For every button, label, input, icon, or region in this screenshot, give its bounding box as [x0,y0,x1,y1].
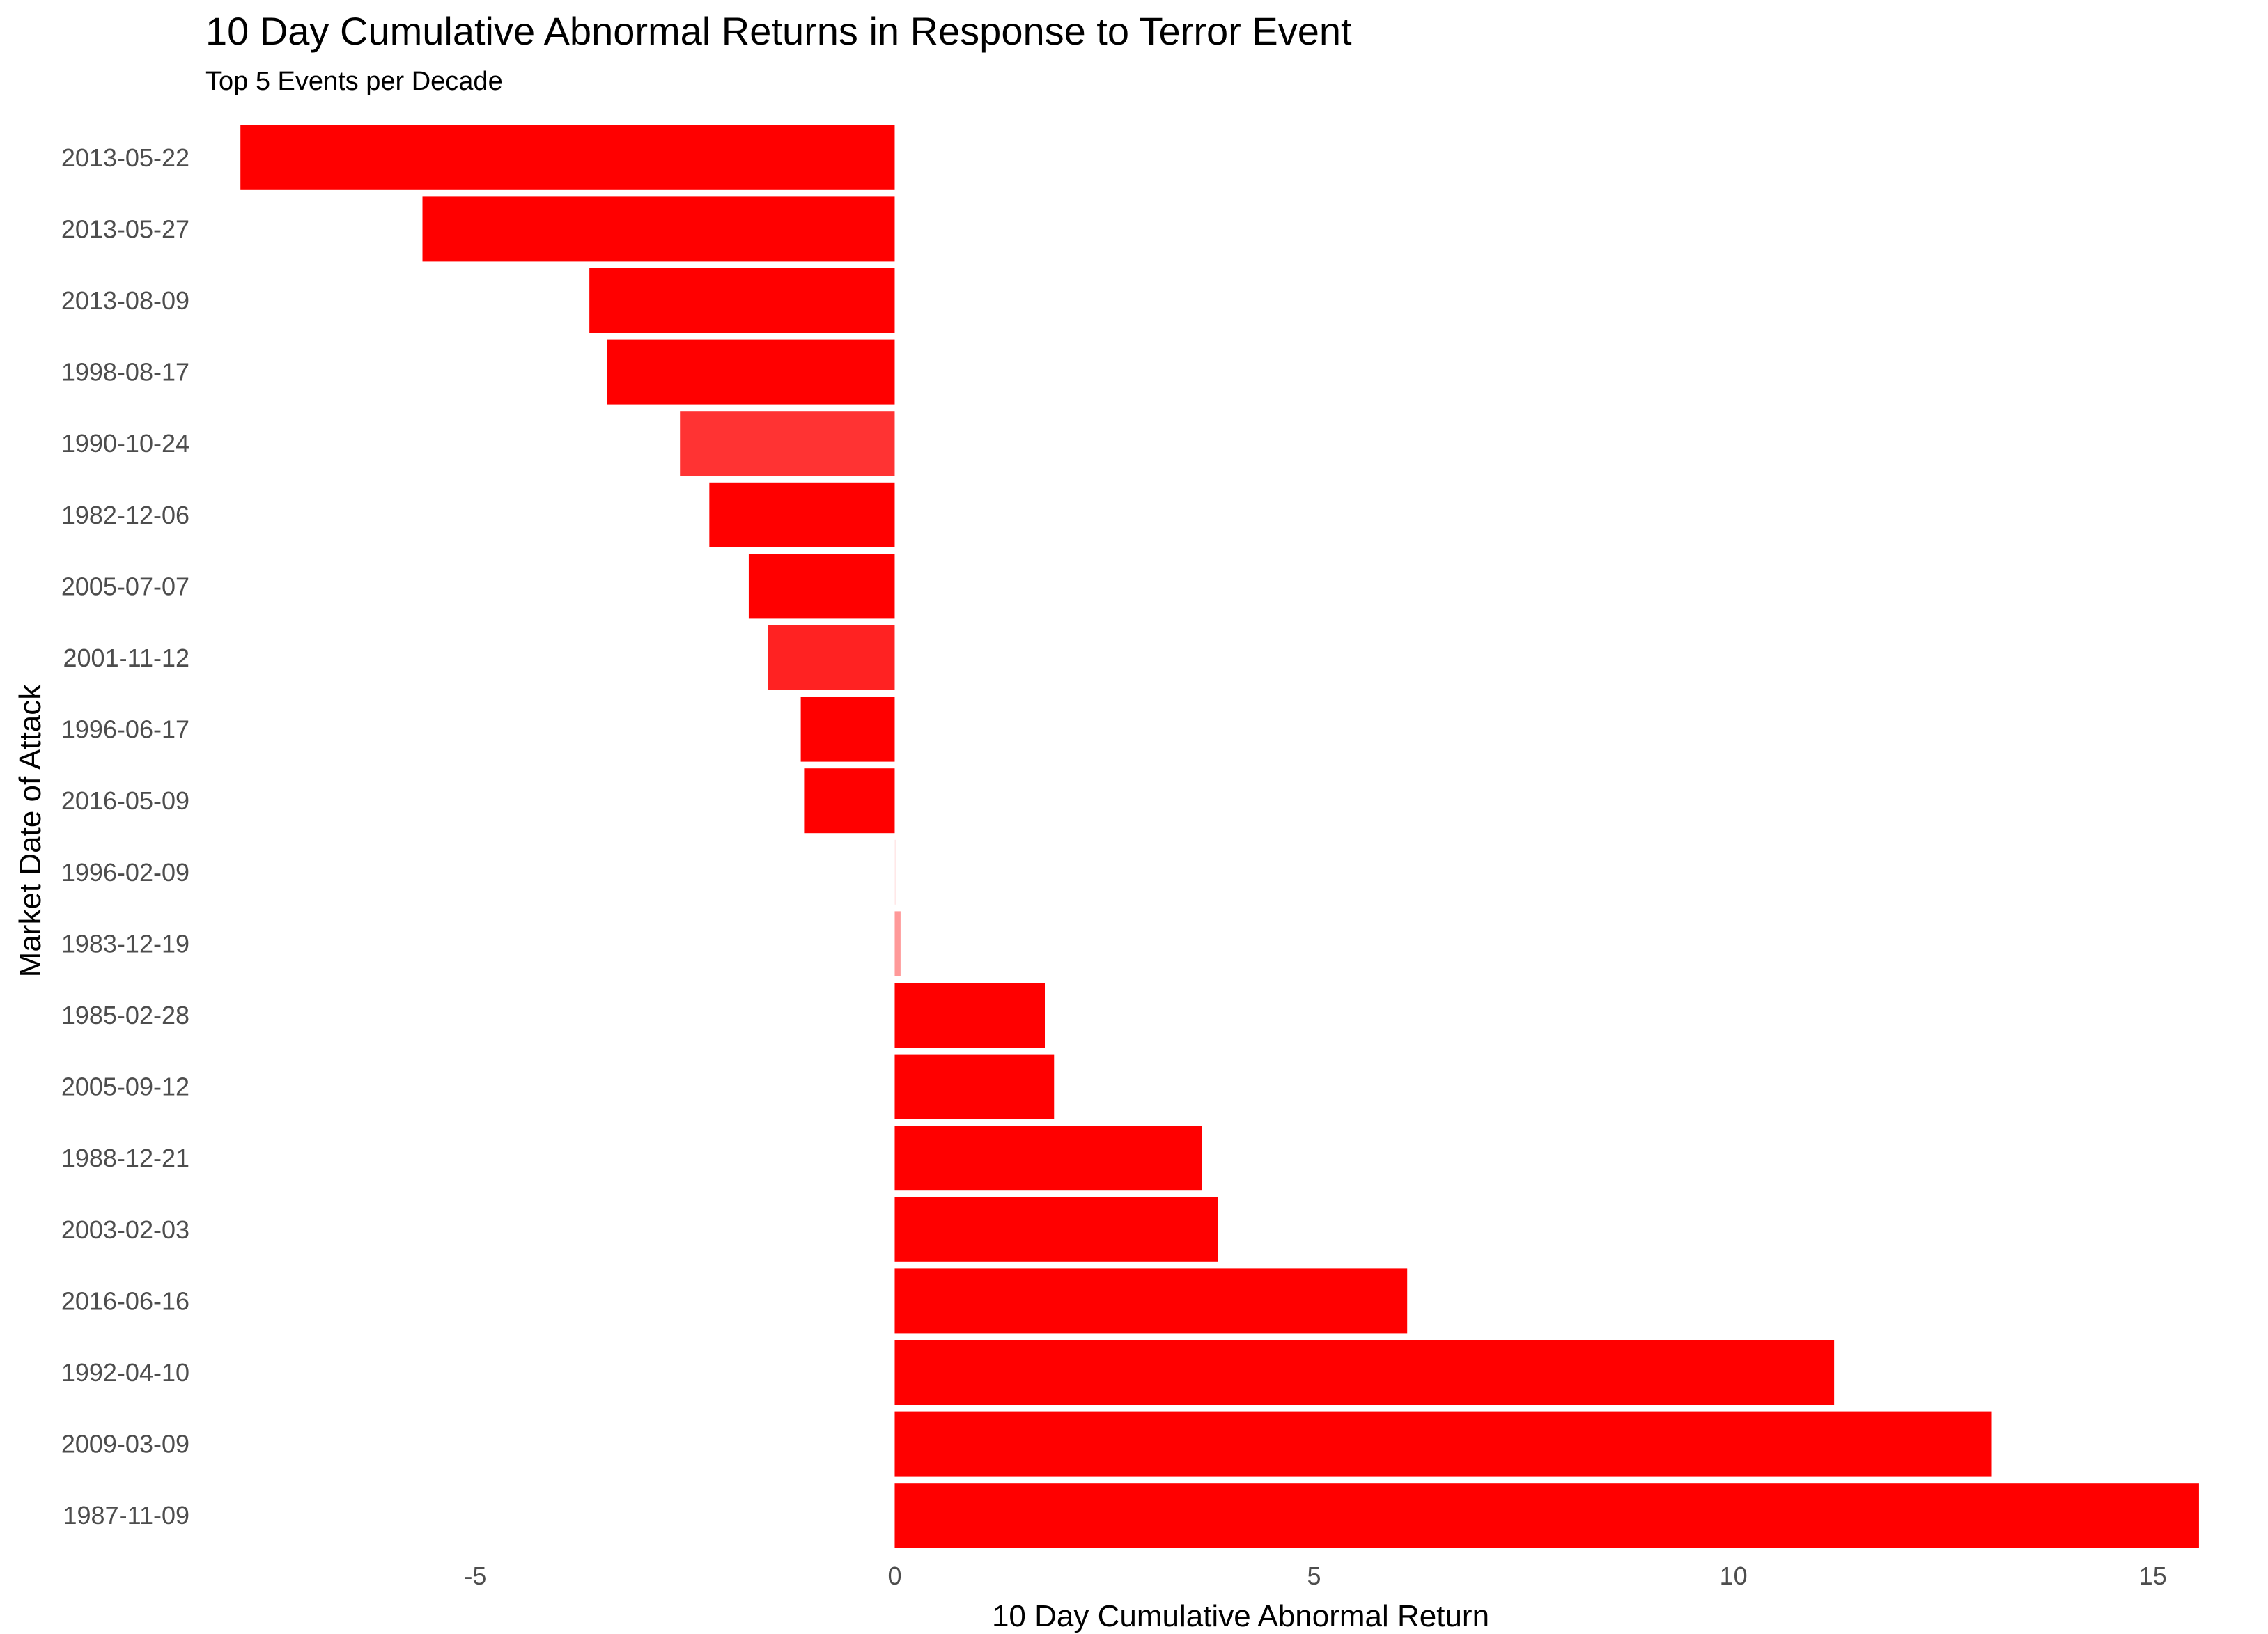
y-tick-label: 1990-10-24 [61,429,189,458]
y-tick-label: 2009-03-09 [61,1430,189,1458]
y-tick-label: 1985-02-28 [61,1001,189,1029]
y-tick-label: 2005-09-12 [61,1073,189,1101]
bar-1988-12-21 [894,1126,1202,1191]
x-tick-label: -5 [464,1562,486,1590]
y-tick-label: 2013-05-22 [61,143,189,172]
bar-1983-12-19 [894,911,901,976]
bar-2003-02-03 [894,1197,1218,1262]
x-axis-label: 10 Day Cumulative Abnormal Return [992,1599,1489,1633]
y-tick-label: 2016-05-09 [61,786,189,815]
y-axis-label: Market Date of Attack [13,684,47,978]
bar-1996-02-09 [894,839,896,905]
y-tick-label: 1996-06-17 [61,715,189,744]
y-tick-label: 1996-02-09 [61,858,189,887]
chart-subtitle: Top 5 Events per Decade [205,67,503,96]
bar-1982-12-06 [709,482,895,547]
bar-1996-06-17 [800,697,895,762]
y-tick-label: 2005-07-07 [61,572,189,600]
x-tick-label: 10 [1720,1562,1748,1590]
bar-2016-06-16 [894,1268,1408,1334]
y-tick-label: 2013-08-09 [61,286,189,315]
bar-2009-03-09 [894,1411,1992,1477]
bar-1985-02-28 [894,983,1046,1048]
x-tick-label: 15 [2139,1562,2167,1590]
bar-1990-10-24 [680,411,895,476]
y-tick-label: 1987-11-09 [63,1501,189,1530]
x-tick-label: 5 [1307,1562,1321,1590]
y-tick-label: 2016-06-16 [61,1286,189,1315]
y-tick-label: 1992-04-10 [61,1358,189,1387]
y-tick-label: 1988-12-21 [61,1144,189,1172]
x-tick-labels: -5 0 5 10 15 [464,1562,2166,1590]
y-tick-label: 2003-02-03 [61,1215,189,1244]
bar-1992-04-10 [894,1340,1835,1405]
x-tick-label: 0 [887,1562,901,1590]
bar-2016-05-09 [804,768,895,834]
y-tick-label: 1998-08-17 [61,358,189,387]
bar-2001-11-12 [768,625,895,690]
bar-2013-08-09 [589,268,895,333]
y-tick-labels: 2013-05-22 2013-05-27 2013-08-09 1998-08-17… [61,143,189,1530]
bar-2005-07-07 [748,554,895,619]
y-tick-label: 1983-12-19 [61,929,189,958]
y-tick-label: 1982-12-06 [61,501,189,529]
bar-2013-05-27 [422,196,895,262]
bars-layer [240,125,2199,1548]
bar-1998-08-17 [607,339,895,405]
bar-1987-11-09 [894,1483,2199,1548]
y-tick-label: 2013-05-27 [61,215,189,243]
bar-2005-09-12 [894,1054,1055,1119]
bar-2013-05-22 [240,125,895,190]
chart-title: 10 Day Cumulative Abnormal Returns in Re… [205,9,1352,53]
y-tick-label: 2001-11-12 [63,644,189,672]
